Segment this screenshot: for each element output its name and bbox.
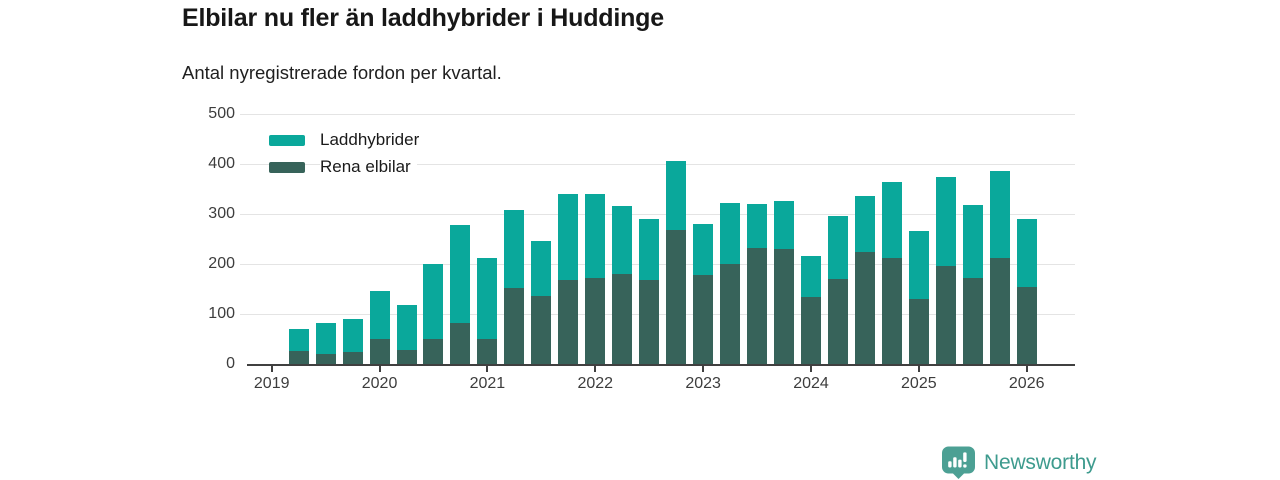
bar-segment-laddhybrider bbox=[990, 171, 1010, 258]
bar-segment-rena-elbilar bbox=[774, 249, 794, 365]
bar-segment-laddhybrider bbox=[909, 231, 929, 299]
x-axis-tick-label: 2023 bbox=[671, 374, 735, 394]
bar-segment-rena-elbilar bbox=[531, 296, 551, 365]
x-axis-tick bbox=[702, 366, 704, 372]
x-axis-tick bbox=[594, 366, 596, 372]
legend-label: Laddhybrider bbox=[320, 129, 425, 151]
bar-segment-laddhybrider bbox=[477, 258, 497, 339]
bar-segment-laddhybrider bbox=[531, 241, 551, 296]
y-axis-tick-label: 0 bbox=[170, 354, 235, 374]
newsworthy-logo-link[interactable]: Newsworthy bbox=[941, 446, 1096, 479]
x-axis-tick-label: 2022 bbox=[563, 374, 627, 394]
bar-segment-rena-elbilar bbox=[666, 230, 686, 364]
bar-segment-laddhybrider bbox=[450, 225, 470, 323]
bar-segment-laddhybrider bbox=[585, 194, 605, 278]
bar-segment-rena-elbilar bbox=[289, 351, 309, 365]
x-axis-baseline bbox=[247, 364, 1075, 366]
bar-segment-laddhybrider bbox=[612, 206, 632, 274]
bar-segment-rena-elbilar bbox=[936, 266, 956, 364]
chart-legend: Laddhybrider Rena elbilar bbox=[269, 129, 425, 183]
bar-segment-laddhybrider bbox=[370, 291, 390, 339]
bar-segment-rena-elbilar bbox=[612, 274, 632, 365]
x-axis-tick-label: 2019 bbox=[240, 374, 304, 394]
bar-segment-laddhybrider bbox=[1017, 219, 1037, 287]
bar-segment-rena-elbilar bbox=[882, 258, 902, 365]
bar-segment-laddhybrider bbox=[558, 194, 578, 280]
y-axis-tick-label: 400 bbox=[170, 154, 235, 174]
bar-segment-rena-elbilar bbox=[477, 339, 497, 365]
brand-name: Newsworthy bbox=[984, 451, 1096, 475]
bar-segment-rena-elbilar bbox=[1017, 287, 1037, 365]
bar-segment-rena-elbilar bbox=[423, 339, 443, 365]
bar-segment-rena-elbilar bbox=[693, 275, 713, 365]
bar-segment-rena-elbilar bbox=[397, 350, 417, 365]
bar-segment-laddhybrider bbox=[882, 182, 902, 258]
x-axis-tick-label: 2025 bbox=[887, 374, 951, 394]
bar-segment-rena-elbilar bbox=[639, 280, 659, 364]
bar-segment-rena-elbilar bbox=[747, 248, 767, 365]
legend-swatch-laddhybrider bbox=[269, 135, 305, 146]
bar-segment-laddhybrider bbox=[316, 323, 336, 355]
bar-segment-rena-elbilar bbox=[343, 352, 363, 365]
y-axis-tick-label: 200 bbox=[170, 254, 235, 274]
bar-segment-rena-elbilar bbox=[504, 288, 524, 365]
y-axis-tick-label: 300 bbox=[170, 204, 235, 224]
bar-segment-laddhybrider bbox=[963, 205, 983, 278]
bar-segment-rena-elbilar bbox=[855, 252, 875, 365]
bar-segment-laddhybrider bbox=[504, 210, 524, 288]
x-axis-tick-label: 2021 bbox=[455, 374, 519, 394]
x-axis-tick bbox=[1026, 366, 1028, 372]
bar-segment-laddhybrider bbox=[423, 264, 443, 339]
x-axis-tick bbox=[486, 366, 488, 372]
bar-segment-laddhybrider bbox=[693, 224, 713, 275]
bar-segment-rena-elbilar bbox=[370, 339, 390, 364]
x-axis-tick bbox=[379, 366, 381, 372]
legend-item-laddhybrider: Laddhybrider bbox=[269, 129, 425, 151]
bar-segment-rena-elbilar bbox=[801, 297, 821, 365]
bar-segment-rena-elbilar bbox=[963, 278, 983, 365]
bar-segment-laddhybrider bbox=[747, 204, 767, 248]
y-axis-tick-label: 500 bbox=[170, 104, 235, 124]
chart-plot-area: 0 100 200 300 400 500 2019 2020 2021 2022 2023 2024… bbox=[0, 0, 1280, 480]
x-axis-tick bbox=[918, 366, 920, 372]
bar-segment-rena-elbilar bbox=[316, 354, 336, 364]
bar-segment-laddhybrider bbox=[936, 177, 956, 267]
gridline bbox=[240, 114, 1075, 115]
bar-segment-rena-elbilar bbox=[558, 280, 578, 364]
bar-segment-laddhybrider bbox=[289, 329, 309, 351]
legend-label: Rena elbilar bbox=[320, 156, 417, 178]
x-axis-tick-label: 2024 bbox=[779, 374, 843, 394]
bar-segment-rena-elbilar bbox=[585, 278, 605, 365]
bar-segment-laddhybrider bbox=[343, 319, 363, 352]
newsworthy-barchart-pin-icon bbox=[941, 446, 975, 479]
bar-segment-laddhybrider bbox=[639, 219, 659, 281]
bar-segment-rena-elbilar bbox=[990, 258, 1010, 365]
legend-swatch-rena-elbilar bbox=[269, 162, 305, 173]
y-axis-tick-label: 100 bbox=[170, 304, 235, 324]
bar-segment-rena-elbilar bbox=[720, 264, 740, 365]
bar-segment-laddhybrider bbox=[666, 161, 686, 230]
bar-segment-laddhybrider bbox=[774, 201, 794, 249]
x-axis-tick-label: 2020 bbox=[348, 374, 412, 394]
legend-item-rena-elbilar: Rena elbilar bbox=[269, 156, 425, 178]
bar-segment-laddhybrider bbox=[855, 196, 875, 252]
bar-segment-rena-elbilar bbox=[828, 279, 848, 365]
bar-segment-rena-elbilar bbox=[909, 299, 929, 365]
x-axis-tick-label: 2026 bbox=[995, 374, 1059, 394]
bar-segment-laddhybrider bbox=[397, 305, 417, 350]
bar-segment-laddhybrider bbox=[720, 203, 740, 264]
x-axis-tick bbox=[271, 366, 273, 372]
bar-segment-laddhybrider bbox=[828, 216, 848, 279]
bar-segment-rena-elbilar bbox=[450, 323, 470, 365]
x-axis-tick bbox=[810, 366, 812, 372]
bar-segment-laddhybrider bbox=[801, 256, 821, 297]
